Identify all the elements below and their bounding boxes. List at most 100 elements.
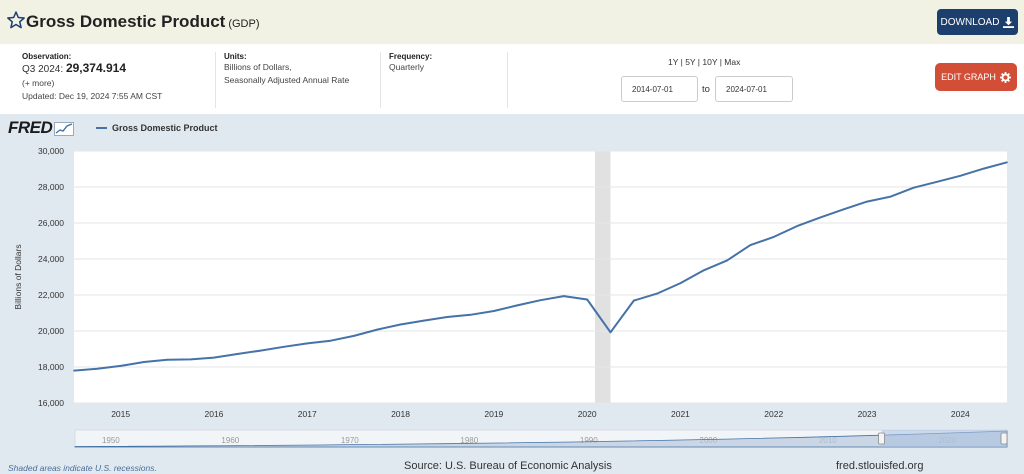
- data-point-0-0: [73, 369, 75, 372]
- navigator-tick-0: 1950: [102, 436, 120, 445]
- navigator-tick-2: 1970: [341, 436, 359, 445]
- period-5y[interactable]: 5Y: [685, 57, 696, 67]
- x-tick-label-5: 2020: [578, 409, 597, 419]
- data-point-0-5: [189, 358, 192, 361]
- chart-legend: Gross Domestic Product: [96, 123, 218, 133]
- recession-band-0: [594, 151, 611, 403]
- page-title: Gross Domestic Product (GDP): [26, 12, 260, 32]
- y-tick-label-3: 22,000: [38, 290, 64, 300]
- data-point-0-28: [726, 259, 728, 262]
- data-point-0-33: [842, 208, 845, 211]
- star-icon[interactable]: [6, 10, 26, 30]
- data-point-0-1: [96, 368, 99, 370]
- data-point-0-7: [236, 353, 239, 355]
- x-tick-label-0: 2015: [111, 409, 130, 419]
- frequency-value: Quarterly: [389, 62, 424, 72]
- navigator-tick-1: 1960: [221, 436, 239, 445]
- y-tick-label-6: 28,000: [38, 182, 64, 192]
- download-icon: [1003, 16, 1015, 28]
- to-label: to: [702, 84, 710, 95]
- start-date-input[interactable]: 2014-07-01: [621, 76, 698, 102]
- edit-graph-label: EDIT GRAPH: [941, 72, 996, 82]
- data-point-0-31: [796, 225, 798, 227]
- data-point-0-25: [656, 292, 658, 295]
- fred-sparkline-icon: [54, 121, 75, 136]
- data-point-0-14: [399, 323, 402, 326]
- data-point-0-4: [166, 359, 169, 361]
- data-point-0-15: [423, 319, 425, 322]
- frequency-label: Frequency:: [389, 52, 433, 61]
- units-line-2: Seasonally Adjusted Annual Rate: [224, 75, 350, 85]
- period-selector: 1Y | 5Y | 10Y | Max: [668, 57, 741, 67]
- x-tick-label-7: 2022: [764, 409, 783, 419]
- navigator-tick-3: 1980: [460, 436, 478, 445]
- navigator-right-handle[interactable]: [1000, 432, 1008, 445]
- data-point-0-29: [749, 244, 752, 246]
- observation-value: 29,374.914: [65, 61, 126, 75]
- meta-divider: [507, 52, 508, 108]
- navigator-tick-4: 1990: [580, 436, 598, 445]
- data-point-0-37: [936, 180, 938, 183]
- observation-period: Q3 2024:: [22, 64, 64, 75]
- navigator-selected-range: [881, 430, 1007, 447]
- more-link[interactable]: (+ more): [22, 78, 55, 88]
- frequency-block: Frequency: Quarterly: [380, 52, 505, 108]
- data-point-0-34: [866, 200, 868, 203]
- data-point-0-3: [143, 361, 145, 363]
- x-tick-label-6: 2021: [671, 409, 690, 419]
- data-point-0-22: [586, 298, 588, 301]
- data-point-0-13: [376, 328, 379, 331]
- data-point-0-6: [213, 356, 215, 359]
- data-point-0-9: [283, 346, 285, 348]
- period-1y[interactable]: 1Y: [668, 57, 679, 67]
- data-point-0-16: [446, 316, 449, 318]
- data-point-0-38: [959, 175, 962, 177]
- plot-background: [74, 151, 1007, 403]
- data-point-0-30: [772, 236, 775, 238]
- data-point-0-27: [702, 269, 705, 272]
- source-text[interactable]: Source: U.S. Bureau of Economic Analysis: [404, 460, 612, 472]
- units-line-1: Billions of Dollars,: [224, 62, 292, 72]
- data-point-0-35: [889, 195, 892, 198]
- y-tick-label-7: 30,000: [38, 146, 64, 156]
- data-point-0-21: [563, 295, 565, 297]
- navigator-left-handle[interactable]: [878, 432, 885, 445]
- site-link[interactable]: fred.stlouisfed.org: [836, 460, 924, 472]
- data-point-0-32: [819, 216, 822, 219]
- y-tick-label-2: 20,000: [38, 326, 64, 336]
- data-point-0-8: [259, 349, 262, 352]
- x-tick-label-4: 2019: [484, 409, 503, 419]
- download-button[interactable]: DOWNLOAD: [937, 9, 1018, 35]
- data-point-0-23: [609, 331, 612, 334]
- x-tick-label-1: 2016: [204, 409, 223, 419]
- data-point-0-20: [539, 299, 542, 302]
- series-meta: Observation: Q3 2024: 29,374.914 (+ more…: [0, 44, 1024, 114]
- updated-value: Dec 19, 2024 7:55 AM CST: [58, 91, 163, 101]
- data-point-0-39: [982, 167, 985, 170]
- header-bar: Gross Domestic Product (GDP) DOWNLOAD: [0, 0, 1024, 44]
- end-date-input[interactable]: 2024-07-01: [715, 76, 793, 102]
- gear-icon: [999, 71, 1011, 83]
- gdp-chart: 16,000 18,000 20,000 22,000 24,000 26,000 28,0…: [13, 146, 1008, 448]
- x-tick-label-8: 2023: [858, 409, 877, 419]
- period-10y[interactable]: 10Y: [702, 57, 718, 67]
- x-tick-label-3: 2018: [391, 409, 410, 419]
- y-axis-title: Billions of Dollars: [13, 244, 23, 309]
- data-point-0-2: [119, 365, 122, 367]
- updated-label: Updated:: [22, 91, 57, 101]
- observation-label: Observation:: [22, 52, 72, 61]
- legend-swatch: [96, 127, 107, 129]
- data-point-0-17: [469, 314, 472, 316]
- y-tick-label-0: 16,000: [38, 398, 64, 408]
- edit-graph-button[interactable]: EDIT GRAPH: [935, 63, 1017, 91]
- period-max[interactable]: Max: [724, 57, 741, 67]
- data-point-0-19: [516, 304, 518, 307]
- data-point-0-40: [1006, 161, 1008, 164]
- series-title: Gross Domestic Product: [26, 12, 226, 31]
- data-point-0-18: [493, 310, 495, 312]
- download-label: DOWNLOAD: [940, 16, 1000, 28]
- data-point-0-10: [306, 342, 309, 345]
- data-point-0-36: [912, 186, 915, 189]
- x-tick-label-2: 2017: [298, 409, 317, 419]
- series-code: (GDP): [228, 18, 260, 30]
